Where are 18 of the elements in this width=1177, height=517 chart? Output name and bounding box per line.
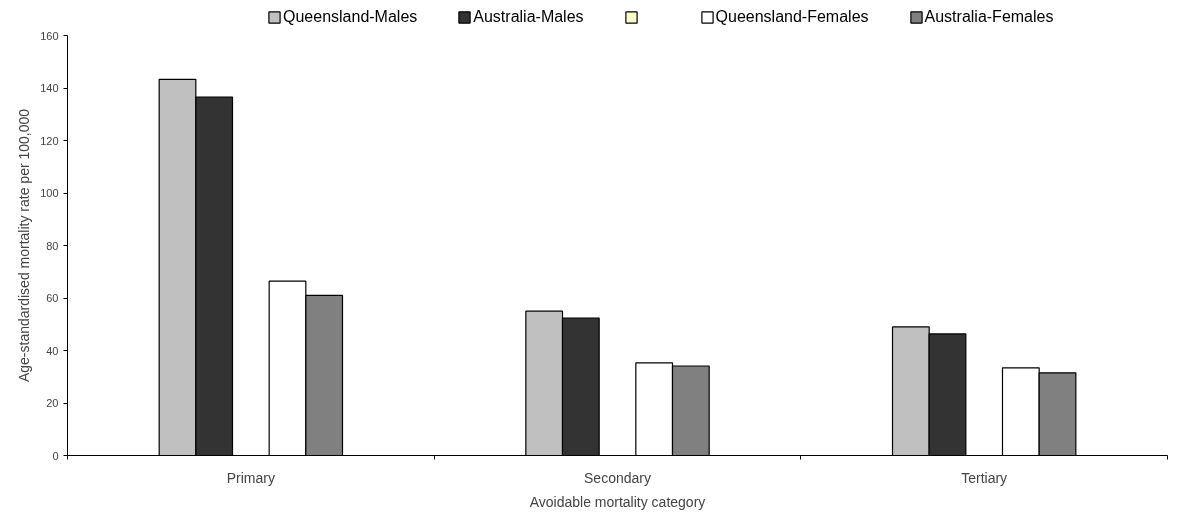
y-tick-label: 60 bbox=[46, 292, 59, 304]
legend-label: Queensland-Females bbox=[715, 8, 869, 26]
x-tick-label: Tertiary bbox=[961, 469, 1008, 486]
y-axis-title: Age-standardised mortality rate per 100,000 bbox=[16, 108, 33, 383]
y-tick-label: 100 bbox=[40, 187, 59, 199]
legend-label: Queensland-Males bbox=[283, 8, 418, 26]
x-tick-label: Primary bbox=[226, 469, 275, 486]
x-tick-label: Secondary bbox=[584, 469, 651, 486]
y-tick-label: 20 bbox=[46, 397, 59, 409]
legend-label: Australia-Females bbox=[924, 8, 1054, 26]
y-tick-label: 120 bbox=[40, 134, 59, 147]
x-axis-title: Avoidable mortality category bbox=[529, 493, 706, 510]
y-tick-label: 160 bbox=[40, 29, 59, 42]
y-tick-label: 140 bbox=[40, 82, 59, 94]
y-tick-label: 0 bbox=[52, 449, 59, 462]
y-tick-label: 40 bbox=[46, 344, 59, 357]
legend-label: Australia-Males bbox=[473, 8, 584, 26]
y-tick-label: 80 bbox=[46, 239, 59, 252]
